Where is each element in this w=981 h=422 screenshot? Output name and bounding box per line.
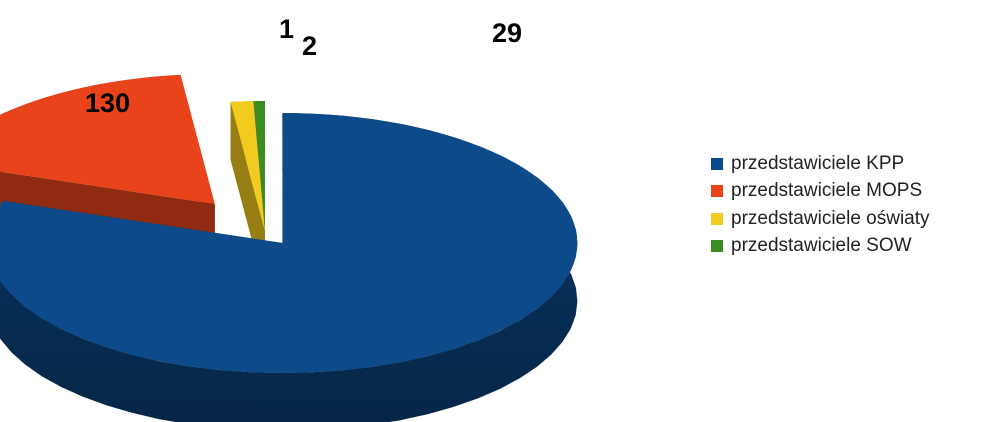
legend-swatch-oswiaty [711,212,723,225]
legend-swatch-sow [711,240,723,253]
data-label-oswiaty: 2 [302,31,317,61]
pie-slice-top-kpp [0,113,578,373]
legend-label-sow: przedstawiciele SOW [731,235,912,257]
legend-label-kpp: przedstawiciele KPP [731,152,905,174]
legend-item-mops: przedstawiciele MOPS [711,178,973,206]
pie-slice-top-mops [0,74,215,204]
pie-slice-kpp [0,113,578,422]
pie-slice-top-sow [253,101,265,232]
data-label-mops: 29 [492,18,522,48]
data-label-sow: 1 [279,14,294,44]
legend-swatch-mops [711,185,723,198]
data-label-kpp: 130 [85,88,130,118]
legend-item-sow: przedstawiciele SOW [711,233,973,261]
pie-slice-top-oswiaty [230,101,265,232]
legend-item-kpp: przedstawiciele KPP [711,150,973,178]
legend-item-oswiaty: przedstawiciele oświaty [711,205,973,233]
legend-swatch-kpp [711,157,723,170]
legend-label-mops: przedstawiciele MOPS [731,180,923,202]
legend-label-oswiaty: przedstawiciele oświaty [731,207,930,229]
pie-chart-svg: 130 29 21 [0,14,578,422]
legend: przedstawiciele KPP przedstawiciele MOPS… [711,150,973,260]
